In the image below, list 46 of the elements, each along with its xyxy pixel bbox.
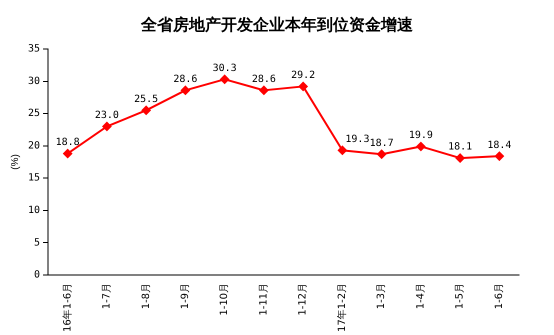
data-label: 28.6 xyxy=(173,74,198,85)
data-label: 25.5 xyxy=(134,94,158,105)
data-label: 23.0 xyxy=(94,110,119,122)
data-label: 19.3 xyxy=(345,134,370,145)
y-tick-label: 20 xyxy=(28,140,40,152)
data-label: 28.6 xyxy=(252,74,276,85)
x-tick-label: 17年1-2月 xyxy=(336,282,348,332)
y-tick-label: 15 xyxy=(28,172,40,184)
point xyxy=(259,86,268,95)
data-label: 18.4 xyxy=(487,140,512,151)
data-label: 18.1 xyxy=(448,142,472,153)
x-tick-label: 1-11月 xyxy=(258,282,270,316)
data-label: 29.2 xyxy=(291,70,316,82)
x-tick-label: 16年1-6月 xyxy=(61,282,74,332)
x-tick-label: 1-12月 xyxy=(298,282,309,316)
point xyxy=(102,122,112,131)
x-tick-label: 1-5月 xyxy=(454,282,466,310)
y-tick-label: 10 xyxy=(28,204,40,216)
point xyxy=(338,146,347,155)
y-axis-title: (%) xyxy=(10,154,21,170)
chart-title: 全省房地产开发企业本年到位资金增速 xyxy=(140,14,414,36)
point xyxy=(220,74,230,84)
point xyxy=(142,106,151,115)
point xyxy=(456,154,465,163)
y-tick-label: 35 xyxy=(28,44,40,55)
point xyxy=(180,86,190,95)
y-tick-label: 0 xyxy=(34,270,40,281)
point xyxy=(416,142,426,151)
x-tick-label: 1-4月 xyxy=(415,282,426,310)
x-tick-label: 1-3月 xyxy=(376,282,388,310)
x-tick-label: 1-10月 xyxy=(219,282,230,316)
point xyxy=(494,152,504,161)
data-label: 18.8 xyxy=(56,137,80,148)
y-tick-label: 25 xyxy=(28,108,40,120)
data-label: 30.3 xyxy=(212,62,237,74)
point xyxy=(63,149,72,158)
data-label: 18.7 xyxy=(370,138,394,149)
y-tick-label: 30 xyxy=(28,76,40,87)
data-label: 19.9 xyxy=(408,130,433,142)
y-tick-label: 5 xyxy=(34,237,40,248)
x-tick-label: 1-9月 xyxy=(180,282,191,310)
x-tick-label: 1-8月 xyxy=(140,282,152,310)
point xyxy=(377,150,386,159)
point xyxy=(298,82,308,91)
x-tick-label: 1-7月 xyxy=(102,282,113,310)
x-tick-label: 1-6月 xyxy=(494,282,505,310)
